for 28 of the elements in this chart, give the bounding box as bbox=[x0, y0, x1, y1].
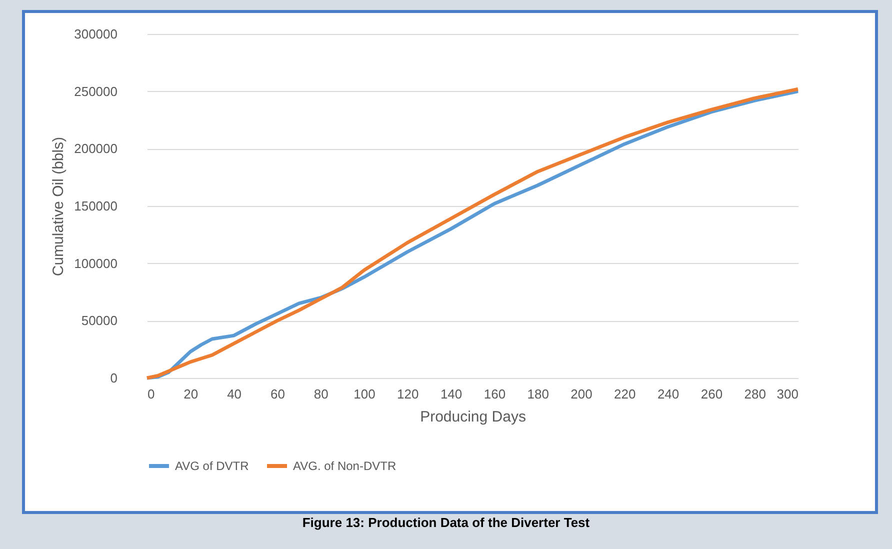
x-tick-label: 280 bbox=[744, 386, 766, 402]
caption: Figure 13: Production Data of the Diverter Test bbox=[301, 515, 591, 530]
x-axis-title: Producing Days bbox=[420, 408, 526, 426]
y-tick-label: 150000 bbox=[74, 198, 118, 214]
x-tick-label: 240 bbox=[657, 386, 680, 402]
y-tick-label: 250000 bbox=[74, 84, 118, 99]
y-tick-label: 0 bbox=[110, 370, 118, 386]
x-tick-label: 180 bbox=[527, 386, 549, 402]
x-tick-label: 220 bbox=[614, 386, 636, 402]
x-tick-label: 140 bbox=[440, 386, 462, 402]
x-tick-label: 80 bbox=[314, 386, 328, 402]
legend-label: AVG. of Non-DVTR bbox=[293, 459, 396, 473]
x-tick-label: 120 bbox=[397, 386, 419, 402]
y-axis-title: Cumulative Oil (bbls) bbox=[50, 136, 68, 276]
x-tick-label: 60 bbox=[270, 386, 285, 402]
y-tick-label: 50000 bbox=[81, 313, 118, 328]
legend-label: AVG of DVTR bbox=[175, 459, 250, 473]
x-tick-label: 40 bbox=[227, 386, 242, 402]
x-tick-label: 20 bbox=[184, 386, 198, 402]
x-tick-label: 0 bbox=[148, 386, 155, 402]
y-tick-label: 100000 bbox=[74, 256, 118, 271]
x-tick-label: 260 bbox=[700, 386, 723, 402]
x-tick-label: 160 bbox=[484, 386, 506, 402]
x-tick-label: 300 bbox=[776, 386, 798, 402]
y-tick-label: 300000 bbox=[74, 26, 118, 42]
y-tick-label: 200000 bbox=[74, 141, 118, 156]
x-tick-label: 200 bbox=[570, 386, 592, 402]
x-tick-label: 100 bbox=[354, 386, 376, 402]
